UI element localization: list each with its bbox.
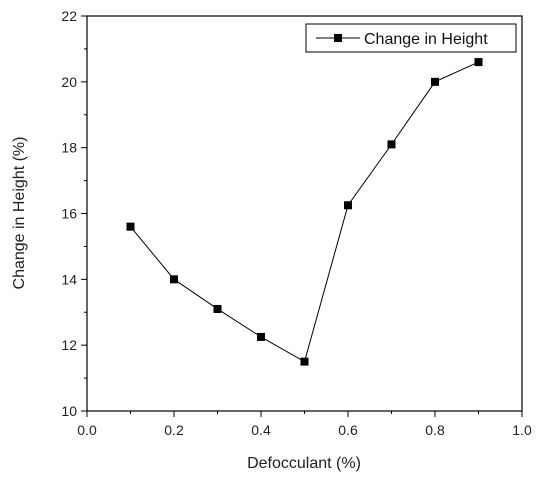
y-tick-label: 14 xyxy=(61,271,77,287)
y-axis-title: Change in Height (%) xyxy=(11,137,28,290)
data-point xyxy=(300,357,309,366)
data-point xyxy=(431,77,439,86)
x-tick-label: 0.4 xyxy=(251,422,271,438)
x-axis-ticks: 0.0 0.2 0.4 0.6 0.8 1.0 xyxy=(77,411,532,438)
y-axis-ticks: 10 12 14 16 18 20 22 xyxy=(61,8,87,419)
data-point xyxy=(387,140,396,149)
y-tick-label: 20 xyxy=(61,74,77,90)
x-tick-label: 0.0 xyxy=(77,422,97,438)
data-point xyxy=(344,201,352,210)
legend-marker xyxy=(334,34,342,42)
x-axis-title: Defocculant (%) xyxy=(247,455,361,472)
data-point xyxy=(213,304,222,313)
data-point xyxy=(126,222,135,231)
y-tick-label: 18 xyxy=(61,140,77,156)
y-tick-label: 22 xyxy=(61,8,77,24)
series-layer xyxy=(126,58,483,366)
data-point xyxy=(170,275,178,284)
x-tick-label: 1.0 xyxy=(512,422,532,438)
series-line xyxy=(130,61,479,363)
y-tick-label: 16 xyxy=(61,206,77,222)
plot-frame xyxy=(86,15,523,412)
data-point xyxy=(257,332,265,341)
x-tick-label: 0.8 xyxy=(425,422,445,438)
legend: Change in Height xyxy=(305,23,517,53)
legend-label: Change in Height xyxy=(364,31,488,48)
y-tick-label: 10 xyxy=(61,403,77,419)
y-tick-label: 12 xyxy=(61,337,77,353)
data-point xyxy=(474,58,483,67)
x-tick-label: 0.6 xyxy=(338,422,358,438)
x-tick-label: 0.2 xyxy=(164,422,184,438)
